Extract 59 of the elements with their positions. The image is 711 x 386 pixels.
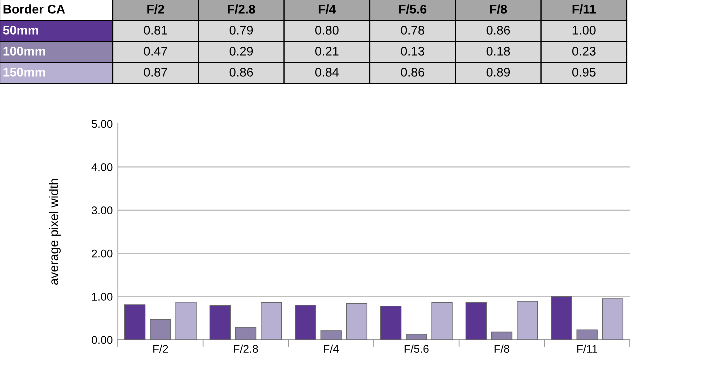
bar xyxy=(235,327,257,340)
category-label: F/2.8 xyxy=(228,4,256,14)
data-label: 0.18 xyxy=(486,47,510,56)
data-label: 0.78 xyxy=(401,26,424,35)
y-tick-label: 4.00 xyxy=(92,163,113,172)
data-label: 0.80 xyxy=(315,26,339,35)
text: 100mm xyxy=(4,47,46,56)
x-tick-label: F/4 xyxy=(324,344,340,354)
bar xyxy=(576,330,598,340)
data-label: 0.89 xyxy=(486,68,510,77)
bar xyxy=(346,303,368,340)
category-label: F/8 xyxy=(490,4,508,14)
data-label: 0.87 xyxy=(144,68,168,77)
data-label: 0.13 xyxy=(401,47,424,56)
chart-title: Border CA xyxy=(4,4,66,14)
bar xyxy=(491,332,513,340)
bar xyxy=(602,298,624,340)
x-tick-label: F/2 xyxy=(154,344,168,354)
x-tick-label: F/11 xyxy=(578,344,598,354)
data-label: 0.47 xyxy=(144,47,168,56)
bar xyxy=(210,306,231,340)
bar xyxy=(124,304,146,340)
y-tick-label: 0.00 xyxy=(92,336,113,344)
bar xyxy=(150,319,172,340)
x-tick-label: F/5.6 xyxy=(404,344,429,354)
data-label: 0.95 xyxy=(572,68,596,77)
category-label: F/2 xyxy=(148,4,164,14)
data-label: 0.79 xyxy=(230,26,254,35)
data-label: 1.00 xyxy=(572,26,596,35)
data-label: 0.86 xyxy=(401,68,424,77)
data-label: 0.86 xyxy=(486,26,510,35)
bar xyxy=(295,305,316,340)
data-label: 0.86 xyxy=(230,68,254,77)
bar xyxy=(380,306,402,340)
y-tick-label: 2.00 xyxy=(92,250,113,258)
x-tick-label: F/2.8 xyxy=(234,344,258,354)
y-tick-label: 3.00 xyxy=(92,206,113,215)
bar xyxy=(176,302,197,340)
y-axis-title: average pixel width xyxy=(49,179,61,285)
bar xyxy=(320,330,342,340)
bar xyxy=(432,302,453,340)
bar xyxy=(466,302,487,340)
bar xyxy=(406,334,428,340)
data-label: 0.23 xyxy=(572,47,596,56)
text: 50mm xyxy=(3,26,38,35)
y-tick-label: 1.00 xyxy=(92,293,113,301)
category-label: F/11 xyxy=(572,4,596,14)
category-label: F/4 xyxy=(318,4,336,14)
bar xyxy=(517,301,538,340)
text: 150mm xyxy=(4,68,46,77)
x-tick-label: F/8 xyxy=(494,344,510,354)
bar xyxy=(261,302,282,340)
bar xyxy=(551,296,572,340)
category-label: F/5.6 xyxy=(399,4,427,14)
data-label: 0.84 xyxy=(315,68,339,77)
data-label: 0.29 xyxy=(230,47,254,56)
data-label: 0.81 xyxy=(144,26,168,35)
y-tick-label: 5.00 xyxy=(92,120,113,128)
data-label: 0.21 xyxy=(315,47,339,56)
